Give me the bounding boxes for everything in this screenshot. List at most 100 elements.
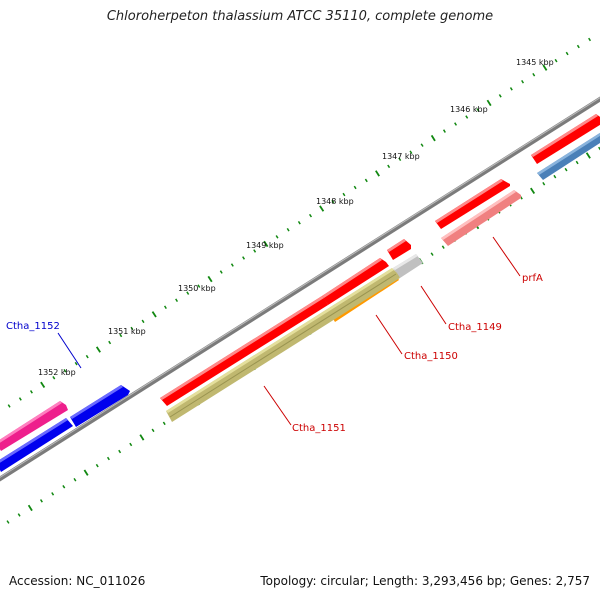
ruler-tick-outer [486, 99, 492, 107]
ruler-tick-inner [542, 182, 546, 186]
ruler-tick-outer [532, 73, 536, 77]
ruler-tick-outer [442, 129, 446, 133]
ruler-tick-outer [186, 291, 190, 295]
ctha1150-leader [375, 314, 403, 355]
ruler-tick-outer [175, 298, 179, 302]
ruler-tick-inner [106, 456, 110, 461]
ruler-label: 1345 kbp [516, 58, 554, 67]
gene-red-ctha1149[interactable] [387, 239, 411, 260]
gene-steel-1345[interactable] [537, 131, 600, 180]
ruler-tick-outer [141, 319, 145, 324]
ruler-tick-outer [308, 213, 313, 218]
ruler-tick-outer [286, 228, 290, 232]
label-ctha1149[interactable]: Ctha_1149 [448, 322, 502, 333]
gene-blue-1352[interactable] [70, 385, 130, 427]
ruler-tick-outer [119, 333, 123, 338]
ruler-tick-inner [430, 252, 434, 256]
gene-red-ctha1151[interactable] [160, 296, 328, 406]
gene-red-1350[interactable] [322, 258, 389, 305]
ruler-tick-inner [530, 187, 536, 194]
gene-olive-ctha1151[interactable] [166, 268, 400, 422]
label-ctha1151[interactable]: Ctha_1151 [292, 423, 346, 434]
ctha1149-leader [420, 285, 447, 325]
ruler-tick-inner [129, 442, 133, 447]
ruler-tick-outer [465, 115, 469, 119]
ruler-label: 1348 kbp [316, 197, 354, 206]
ruler-tick-outer [542, 64, 548, 71]
ruler-tick-outer [509, 87, 513, 91]
ruler-tick-outer [297, 221, 301, 225]
ruler-tick-outer [521, 80, 525, 84]
ruler-tick-outer [7, 404, 11, 408]
ruler-labels: 1345 kbp 1346 kbp 1347 kbp 1348 kbp 1349 kbp… [38, 58, 554, 377]
ruler-tick-outer [454, 122, 458, 126]
ruler-tick-outer [565, 51, 569, 56]
ruler-tick-inner [95, 463, 99, 468]
ruler-tick-outer [29, 390, 33, 394]
ruler-label: 1350 kbp [178, 284, 216, 293]
ruler-tick-outer [207, 275, 213, 283]
ruler-tick-outer [353, 185, 357, 190]
ruler-tick-outer [398, 157, 402, 161]
ruler-tick-outer [342, 192, 346, 197]
ruler-tick-inner [83, 469, 89, 476]
ruler-tick-outer [85, 354, 89, 359]
ruler-tick-outer [263, 240, 269, 248]
accession-text: Accession: NC_011026 [9, 574, 146, 588]
ruler-tick-outer [242, 256, 246, 260]
ruler-tick-inner [27, 504, 33, 512]
ruler-tick-outer [364, 178, 368, 183]
ruler-tick-outer [18, 397, 22, 401]
map-title: Chloroherpeton thalassium ATCC 35110, co… [106, 9, 494, 24]
ruler-tick-outer [63, 369, 67, 373]
ruler-tick-outer [40, 381, 46, 388]
ruler-tick-inner [575, 160, 579, 165]
ruler-tick-outer [52, 375, 56, 380]
ruler-label: 1351 kbp [108, 327, 146, 336]
gene-pink-prfa[interactable] [441, 190, 521, 246]
gene-gray-ctha1149[interactable] [393, 254, 423, 278]
gene-blue-reverse[interactable] [0, 418, 73, 472]
label-ctha1150[interactable]: Ctha_1150 [404, 351, 458, 362]
ruler-tick-outer [409, 150, 413, 154]
ruler-tick-outer [430, 134, 436, 142]
ruler-tick-outer [230, 263, 234, 267]
ruler-tick-outer [476, 108, 480, 112]
ruler-tick-inner [6, 520, 10, 524]
ruler-tick-outer [387, 164, 391, 169]
gene-red-1345[interactable] [531, 114, 600, 164]
label-ctha1152[interactable]: Ctha_1152 [6, 321, 60, 332]
genome-backbone [0, 96, 600, 482]
ruler-tick-inner [17, 513, 21, 517]
ruler-tick-inner [553, 174, 557, 179]
ruler-tick-inner [441, 245, 445, 249]
ruler-tick-inner [118, 449, 122, 454]
ruler-tick-outer [197, 284, 201, 288]
ruler-tick-outer [151, 311, 157, 318]
label-prfa[interactable]: prfA [522, 273, 543, 284]
gene-red-1347[interactable] [435, 179, 510, 229]
ruler-label: 1346 kbp [450, 105, 488, 114]
ruler-tick-outer [219, 270, 223, 274]
ruler-label: 1349 kbp [246, 241, 284, 250]
genome-backbone-highlight [0, 97, 600, 478]
ruler-tick-outer [576, 44, 580, 49]
ruler-tick-outer [163, 305, 167, 309]
ctha1152-leader [57, 332, 82, 369]
genome-summary-text: Topology: circular; Length: 3,293,456 bp… [260, 574, 590, 588]
ruler-tick-inner [139, 434, 145, 441]
ruler-tick-inner [51, 492, 55, 496]
ruler-tick-outer [420, 143, 424, 147]
ruler-tick-inner [162, 421, 166, 426]
ruler-label: 1352 kbp [38, 368, 76, 377]
gene-magenta-1353[interactable] [0, 401, 68, 451]
ruler-tick-outer [275, 235, 279, 239]
ruler-label: 1347 kbp [382, 152, 420, 161]
outer-ruler-dots [7, 37, 592, 408]
ruler-tick-outer [588, 37, 592, 42]
ruler-tick-outer [498, 94, 502, 98]
prfa-leader [492, 236, 521, 277]
ctha1151-leader [263, 385, 292, 426]
ruler-tick-outer [74, 361, 78, 366]
